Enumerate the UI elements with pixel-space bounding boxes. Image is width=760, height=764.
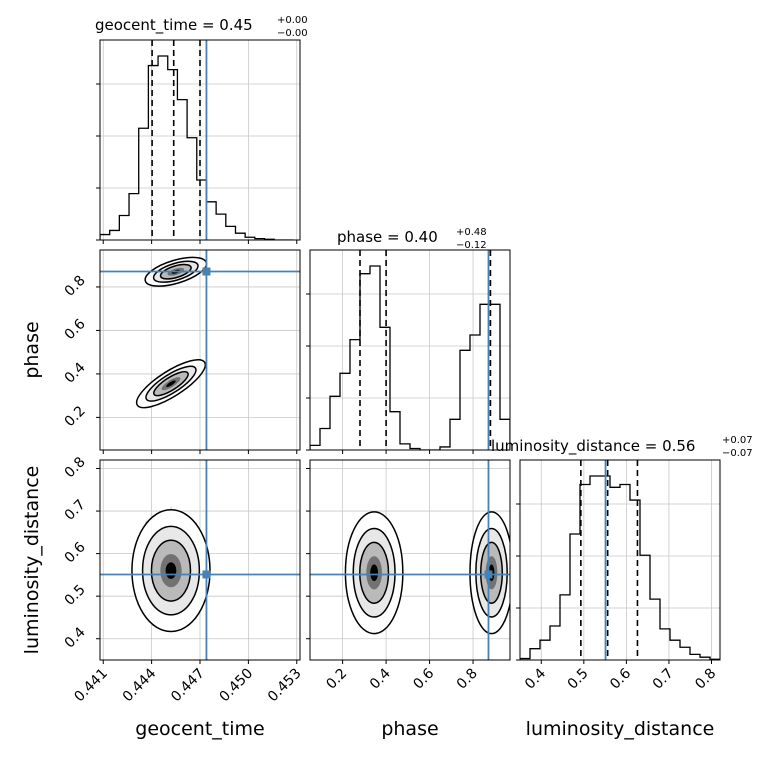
density-contour [344, 511, 404, 635]
ylabel-luminosity_distance: luminosity_distance [21, 466, 43, 655]
x-tick-label-luminosity_distance: 0.5 [565, 666, 592, 693]
y-tick-label-luminosity_distance: 0.7 [62, 497, 89, 524]
xlabel-geocent_time: geocent_time [135, 718, 264, 740]
histogram-step-geocent_time [100, 55, 294, 240]
x-tick-label-luminosity_distance: 0.6 [607, 665, 634, 692]
density-panel-luminosity_distance-vs-geocent_time [131, 506, 211, 633]
title-luminosity_distance: luminosity_distance = 0.56 [491, 437, 695, 456]
truth-marker [202, 570, 211, 579]
density-contour [153, 370, 189, 397]
density-contour [145, 365, 197, 402]
x-tick-label-luminosity_distance: 0.8 [692, 666, 719, 693]
y-tick-label-luminosity_distance: 0.4 [62, 624, 89, 651]
tick-marks [96, 83, 712, 664]
xlabel-phase: phase [381, 718, 438, 740]
y-tick-label-phase: 0.4 [62, 359, 89, 386]
density-peak [166, 380, 176, 387]
density-contour [141, 525, 201, 616]
title-luminosity_distance-median: 0.56 [662, 437, 695, 455]
density-contour [359, 541, 390, 604]
x-tick-label-geocent_time: 0.450 [217, 666, 257, 706]
title-phase: phase = 0.40 [337, 228, 438, 246]
histogram-layer [100, 40, 720, 660]
title-geocent_time-name: geocent_time [95, 16, 197, 35]
density-contour [480, 541, 504, 604]
density-peak [165, 562, 177, 579]
density-peak [370, 564, 379, 582]
density-panel-phase-vs-geocent_time [135, 256, 208, 409]
x-tick-label-luminosity_distance: 0.4 [522, 665, 549, 692]
title-geocent_time-minus: −0.00 [277, 28, 308, 39]
axes-frame-luminosity_distance-phase [309, 459, 511, 661]
title-phase-plus: +0.48 [456, 227, 487, 238]
x-tick-label-geocent_time: 0.444 [120, 665, 160, 705]
title-geocent_time-median: 0.45 [219, 16, 252, 34]
grid-lines [100, 40, 720, 660]
x-tick-label-phase: 0.8 [454, 666, 481, 693]
density-contour [469, 511, 510, 635]
y-tick-label-phase: 0.6 [62, 316, 89, 343]
x-tick-label-geocent_time: 0.447 [168, 666, 208, 706]
y-tick-label-luminosity_distance: 0.6 [62, 539, 89, 566]
histogram-luminosity_distance [520, 460, 720, 660]
x-tick-label-geocent_time: 0.441 [71, 666, 111, 706]
y-tick-label-phase: 0.2 [62, 403, 89, 430]
density-contour [135, 359, 207, 409]
x-tick-label-phase: 0.6 [410, 665, 437, 692]
title-geocent_time: geocent_time = 0.45 [95, 16, 253, 35]
title-geocent_time-plus: +0.00 [277, 15, 308, 26]
xlabel-luminosity_distance: luminosity_distance [526, 718, 715, 740]
truth-lines [100, 40, 607, 660]
panel-titles: geocent_time = 0.45 +0.00 −0.00 phase = … [95, 15, 753, 459]
truth-marker [202, 267, 211, 276]
title-phase-median: 0.40 [404, 228, 437, 246]
density-contour [150, 539, 192, 602]
x-tick-label-phase: 0.2 [323, 666, 350, 693]
axis-labels: geocent_time phase luminosity_distance p… [21, 321, 714, 740]
axes-frame-luminosity_distance-luminosity_distance [519, 459, 721, 661]
density-layer [131, 256, 510, 635]
title-luminosity_distance-minus: −0.07 [722, 448, 753, 459]
title-phase-name: phase [337, 228, 382, 246]
x-tick-label-luminosity_distance: 0.7 [650, 666, 677, 693]
y-tick-label-luminosity_distance: 0.8 [62, 454, 89, 481]
title-phase-minus: −0.12 [456, 240, 487, 251]
title-luminosity_distance-plus: +0.07 [722, 435, 753, 446]
axes-frame-phase-phase [309, 249, 511, 451]
truth-marker [484, 570, 493, 579]
x-tick-label-geocent_time: 0.453 [265, 666, 305, 706]
sample-point [170, 506, 172, 509]
density-contour [159, 263, 192, 280]
histogram-phase [310, 250, 510, 450]
title-luminosity_distance-name: luminosity_distance [491, 437, 640, 456]
density-contour [352, 527, 396, 618]
histogram-step-phase [310, 265, 510, 450]
histogram-geocent_time [100, 40, 294, 240]
ylabel-phase: phase [21, 321, 43, 378]
density-contour [475, 527, 508, 618]
y-tick-label-phase: 0.8 [62, 273, 89, 300]
x-tick-label-phase: 0.4 [367, 665, 394, 692]
density-contour [152, 260, 199, 283]
y-tick-label-luminosity_distance: 0.5 [62, 582, 89, 609]
histogram-step-luminosity_distance [520, 475, 720, 660]
